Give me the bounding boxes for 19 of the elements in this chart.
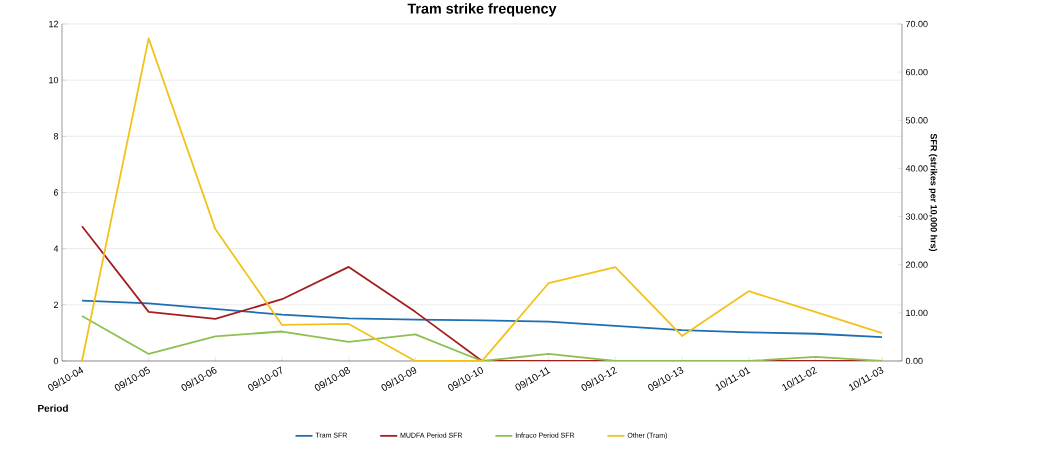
y2-tick-label: 40.00 — [905, 165, 928, 172]
y-tick-label: 2 — [53, 301, 59, 308]
y-tick-label: 12 — [49, 20, 59, 28]
y2-tick-label: 0.00 — [905, 357, 923, 365]
y2-tick-label: 10.00 — [906, 309, 928, 317]
y-tick-label: 10 — [49, 76, 59, 84]
y-tick-label: 8 — [53, 133, 59, 140]
line-series — [81, 37, 883, 361]
y2-tick-label: 50.00 — [905, 117, 928, 124]
y-tick-label: 6 — [53, 189, 59, 196]
y2-tick-label: 20.00 — [905, 261, 928, 268]
y-tick-label: 4 — [53, 245, 59, 252]
x-axis-title: Period — [38, 404, 68, 412]
y2-axis-title: SFR (strikes per 10,000 hrs) — [928, 133, 938, 252]
y2-tick-label: 30.00 — [905, 213, 928, 220]
y2-tick-label: 60.00 — [905, 68, 928, 76]
y2-tick-label: 70.00 — [905, 20, 928, 28]
chart-title: Tram strike frequency — [407, 3, 557, 17]
y-tick-label: 0 — [53, 357, 59, 365]
